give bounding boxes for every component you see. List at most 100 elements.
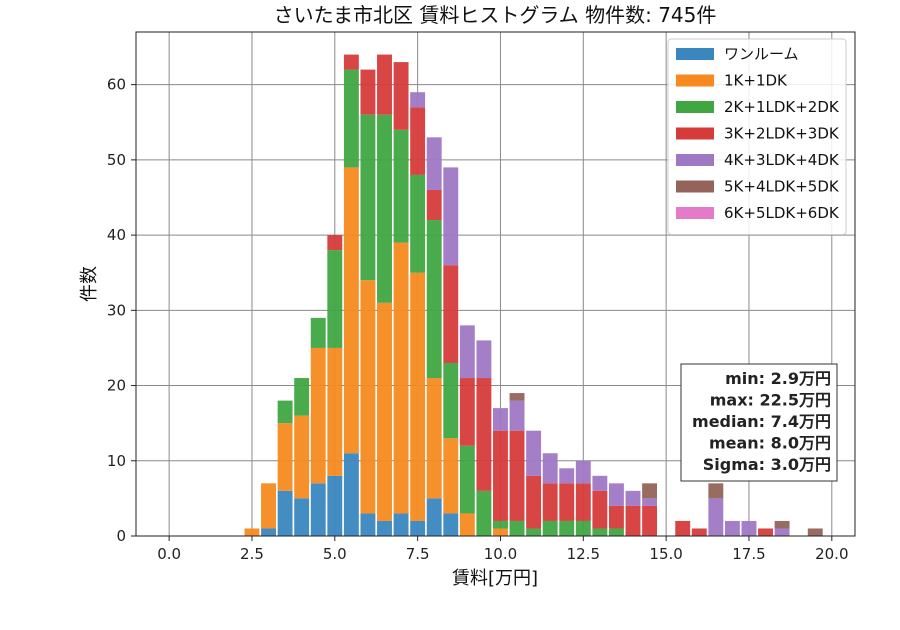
bar-segment — [327, 475, 343, 536]
bar-segment — [343, 54, 359, 70]
bar-segment — [327, 347, 343, 476]
bar-segment — [443, 513, 459, 536]
bar-segment — [509, 520, 525, 536]
bar-segment — [476, 378, 492, 491]
bar-segment — [459, 378, 475, 446]
bar-segment — [592, 528, 608, 536]
legend-entry: 4K+3LDK+4DK — [724, 151, 840, 169]
bar-segment — [493, 430, 508, 521]
x-tick-label: 10.0 — [484, 545, 517, 563]
y-tick-label: 10 — [107, 452, 126, 470]
legend: ワンルーム 1K+1DK 2K+1LDK+2DK 3K+2LDK+3DK 4K+3LDK… — [667, 38, 847, 235]
bar-segment — [277, 490, 293, 536]
bar-segment — [575, 460, 591, 484]
bar-segment — [443, 362, 459, 439]
legend-swatch — [676, 180, 714, 193]
bar-segment — [360, 69, 376, 115]
bar-segment — [410, 272, 426, 521]
stats-line: median: 7.4万円 — [692, 412, 831, 431]
stats-line: max: 22.5万円 — [710, 391, 831, 410]
bar-segment — [526, 430, 542, 476]
plot-frame — [135, 31, 856, 537]
legend-swatch — [676, 154, 714, 166]
bar-segment — [459, 445, 475, 514]
bar-segment — [261, 528, 276, 536]
legend-entry: ワンルーム — [724, 45, 799, 63]
y-tick-label: 30 — [107, 301, 126, 319]
bar-segment — [691, 528, 707, 536]
bar-segment — [310, 483, 326, 536]
bar-segment — [310, 347, 326, 484]
bar-segment — [608, 483, 624, 506]
bar-segment — [327, 235, 343, 251]
bar-segment — [724, 520, 740, 536]
bar-segment — [493, 408, 508, 431]
bar-segment — [459, 325, 475, 379]
bar-segment — [592, 475, 608, 491]
bar-segment — [310, 317, 326, 348]
x-tick-label: 2.5 — [240, 545, 264, 563]
legend-entry: 2K+1LDK+2DK — [724, 98, 840, 116]
bar-segment — [758, 528, 773, 536]
legend-entry: 6K+5LDK+6DK — [724, 204, 840, 222]
bar-segment — [393, 513, 409, 536]
stats-line: Sigma: 3.0万円 — [703, 455, 831, 474]
bar-segment — [559, 520, 575, 536]
stats-line: mean: 8.0万円 — [709, 434, 831, 453]
bar-segment — [377, 54, 392, 115]
chart-title: さいたま市北区 賃料ヒストグラム 物件数: 745件 — [274, 3, 717, 27]
bar-segment — [410, 520, 426, 536]
x-axis-label: 賃料[万円] — [452, 568, 538, 589]
legend-entry: 3K+2LDK+3DK — [724, 125, 840, 143]
bar-segment — [708, 483, 724, 499]
bar-segment — [526, 528, 542, 536]
bar-segment — [377, 302, 392, 521]
bar-segment — [575, 520, 591, 536]
x-tick-label: 7.5 — [406, 545, 430, 563]
stats-frame — [680, 363, 838, 482]
y-ticks: 0 10 20 30 40 50 60 — [107, 76, 136, 545]
bar-segment — [493, 520, 508, 529]
bars — [244, 54, 823, 536]
bar-segment — [393, 242, 409, 514]
bar-segment — [459, 513, 475, 536]
bar-segment — [526, 475, 542, 529]
legend-swatch — [676, 48, 714, 60]
x-tick-label: 5.0 — [323, 545, 347, 563]
bar-segment — [377, 114, 392, 303]
bar-segment — [741, 520, 757, 536]
bar-segment — [426, 220, 442, 379]
bar-segment — [774, 520, 790, 529]
bar-segment — [277, 400, 293, 424]
bar-segment — [542, 520, 558, 536]
y-tick-label: 40 — [107, 226, 126, 244]
bar-segment — [625, 490, 641, 506]
bar-segment — [476, 340, 492, 379]
bar-segment — [542, 453, 558, 484]
bar-segment — [393, 129, 409, 243]
bar-segment — [642, 498, 658, 506]
bar-segment — [426, 189, 442, 221]
bar-segment — [642, 483, 658, 499]
bar-segment — [443, 265, 459, 363]
bar-segment — [244, 528, 260, 536]
bar-segment — [277, 423, 293, 491]
bar-segment — [343, 453, 359, 536]
x-tick-label: 15.0 — [649, 545, 682, 563]
bar-segment — [642, 505, 658, 536]
bar-segment — [542, 483, 558, 521]
bar-segment — [559, 483, 575, 521]
bar-segment — [509, 430, 525, 521]
bar-segment — [410, 92, 426, 108]
bar-segment — [625, 505, 641, 536]
bar-segment — [360, 513, 376, 536]
stats-box: min: 2.9万円 max: 22.5万円 median: 7.4万円 mean: … — [680, 363, 838, 482]
bar-segment — [575, 483, 591, 521]
bar-segment — [559, 468, 575, 484]
y-tick-label: 50 — [107, 151, 126, 169]
bar-segment — [493, 528, 508, 536]
y-tick-label: 0 — [116, 527, 126, 545]
x-tick-label: 17.5 — [732, 545, 765, 563]
legend-swatch — [676, 101, 714, 113]
